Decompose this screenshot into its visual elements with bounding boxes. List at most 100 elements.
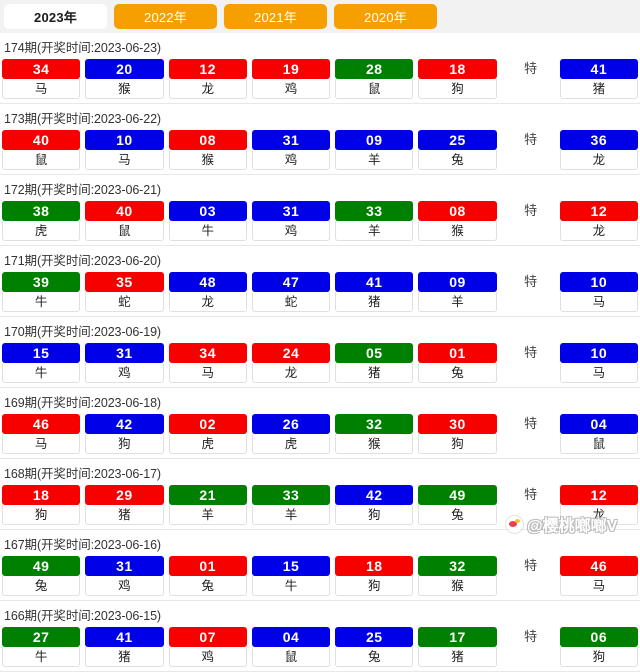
ball-zodiac: 蛇 [85, 292, 164, 312]
ball-zodiac: 猪 [418, 647, 497, 667]
ball-zodiac: 羊 [251, 505, 331, 525]
ball-zodiac: 牛 [2, 292, 81, 312]
ball-zodiac: 鸡 [85, 576, 164, 596]
ball-zodiac: 虎 [2, 221, 81, 241]
ball-zodiac: 牛 [251, 576, 331, 596]
ball-zodiac: 猪 [85, 505, 164, 525]
ball: 31 鸡 [251, 201, 331, 241]
ball: 18 狗 [418, 59, 497, 99]
ball-number: 41 [335, 272, 414, 292]
ball-number: 49 [2, 556, 81, 576]
year-tab-2022[interactable]: 2022年 [114, 4, 217, 29]
ball-number: 41 [85, 627, 164, 647]
special-ball-label: 特 [524, 274, 538, 289]
draw-block: 170期(开奖时间:2023-06-19) 15 牛 31 鸡 34 马 24 龙 05 猪 01 兔特… [0, 317, 640, 388]
ball: 08 猴 [418, 201, 497, 241]
special-ball: 12 龙 [559, 201, 638, 241]
ball-number: 49 [418, 485, 497, 505]
ball-number: 34 [168, 343, 247, 363]
ball: 25 兔 [418, 130, 497, 170]
special-ball-zodiac: 龙 [559, 505, 638, 525]
ball-number: 38 [2, 201, 81, 221]
special-ball: 46 马 [559, 556, 638, 596]
ball-number: 18 [2, 485, 81, 505]
ball: 19 鸡 [251, 59, 331, 99]
ball-row: 46 马 42 狗 02 虎 26 虎 32 猴 30 狗特 04 鼠 [0, 414, 640, 458]
special-ball: 10 马 [559, 272, 638, 312]
ball-number: 34 [2, 59, 81, 79]
ball-number: 28 [335, 59, 414, 79]
ball-number: 19 [251, 59, 331, 79]
year-tab-2020[interactable]: 2020年 [334, 4, 437, 29]
ball-zodiac: 马 [2, 434, 81, 454]
special-ball: 06 狗 [559, 627, 638, 667]
ball-zodiac: 狗 [418, 434, 497, 454]
ball: 01 兔 [168, 556, 247, 596]
ball: 41 猪 [335, 272, 414, 312]
ball-zodiac: 羊 [168, 505, 247, 525]
ball-zodiac: 马 [168, 363, 247, 383]
ball: 09 羊 [418, 272, 497, 312]
ball: 20 猴 [85, 59, 164, 99]
special-ball-label: 特 [524, 345, 538, 360]
ball-number: 35 [85, 272, 164, 292]
ball-zodiac: 猪 [335, 363, 414, 383]
ball-zodiac: 狗 [335, 576, 414, 596]
ball: 32 猴 [418, 556, 497, 596]
ball-zodiac: 鸡 [168, 647, 247, 667]
ball-zodiac: 兔 [418, 150, 497, 170]
year-tab-bar: 2023年 2022年 2021年 2020年 [0, 0, 640, 33]
draw-title: 167期(开奖时间:2023-06-16) [4, 538, 161, 552]
special-ball-label: 特 [524, 629, 538, 644]
special-ball-zodiac: 龙 [559, 221, 638, 241]
ball: 49 兔 [2, 556, 81, 596]
ball: 02 虎 [168, 414, 247, 454]
ball-zodiac: 牛 [2, 363, 81, 383]
draw-results-board: 174期(开奖时间:2023-06-23) 34 马 20 猴 12 龙 19 鸡 28 鼠 18 狗特… [0, 33, 640, 672]
ball: 18 狗 [335, 556, 414, 596]
special-ball-zodiac: 马 [559, 292, 638, 312]
ball-number: 17 [418, 627, 497, 647]
ball: 34 马 [168, 343, 247, 383]
ball-number: 05 [335, 343, 414, 363]
special-ball-zodiac: 马 [559, 576, 638, 596]
ball: 26 虎 [251, 414, 331, 454]
ball-number: 42 [335, 485, 414, 505]
ball: 04 鼠 [251, 627, 331, 667]
ball-number: 18 [335, 556, 414, 576]
special-ball-label: 特 [524, 558, 538, 573]
ball-zodiac: 牛 [2, 647, 81, 667]
ball-zodiac: 猴 [85, 79, 164, 99]
ball: 39 牛 [2, 272, 81, 312]
ball-number: 26 [251, 414, 331, 434]
ball-zodiac: 牛 [168, 221, 247, 241]
ball-zodiac: 兔 [418, 505, 497, 525]
ball-zodiac: 羊 [418, 292, 497, 312]
ball: 09 羊 [335, 130, 414, 170]
ball-number: 31 [251, 130, 331, 150]
special-ball-number: 04 [559, 414, 638, 434]
ball: 01 兔 [418, 343, 497, 383]
ball-row: 38 虎 40 鼠 03 牛 31 鸡 33 羊 08 猴 特 12 龙 [0, 201, 640, 245]
ball-zodiac: 龙 [168, 79, 247, 99]
ball-number: 30 [418, 414, 497, 434]
ball-number: 32 [418, 556, 497, 576]
draw-title: 174期(开奖时间:2023-06-23) [4, 41, 161, 55]
ball: 40 鼠 [2, 130, 81, 170]
special-ball-label: 特 [524, 61, 538, 76]
ball: 48 龙 [168, 272, 247, 312]
special-ball-label: 特 [524, 487, 538, 502]
ball: 34 马 [2, 59, 81, 99]
ball-zodiac: 羊 [335, 150, 414, 170]
ball: 31 鸡 [85, 556, 164, 596]
ball: 30 狗 [418, 414, 497, 454]
draw-block: 172期(开奖时间:2023-06-21) 38 虎 40 鼠 03 牛 31 鸡 33 羊 08 猴 特… [0, 175, 640, 246]
ball-zodiac: 鼠 [2, 150, 81, 170]
ball: 33 羊 [251, 485, 331, 525]
ball-zodiac: 马 [85, 150, 164, 170]
draw-block: 167期(开奖时间:2023-06-16) 49 兔 31 鸡 01 兔 15 牛 18 狗 32 猴特… [0, 530, 640, 601]
year-tab-2021[interactable]: 2021年 [224, 4, 327, 29]
year-tab-2023[interactable]: 2023年 [4, 4, 107, 29]
ball-number: 31 [85, 556, 164, 576]
ball-zodiac: 猴 [418, 221, 497, 241]
